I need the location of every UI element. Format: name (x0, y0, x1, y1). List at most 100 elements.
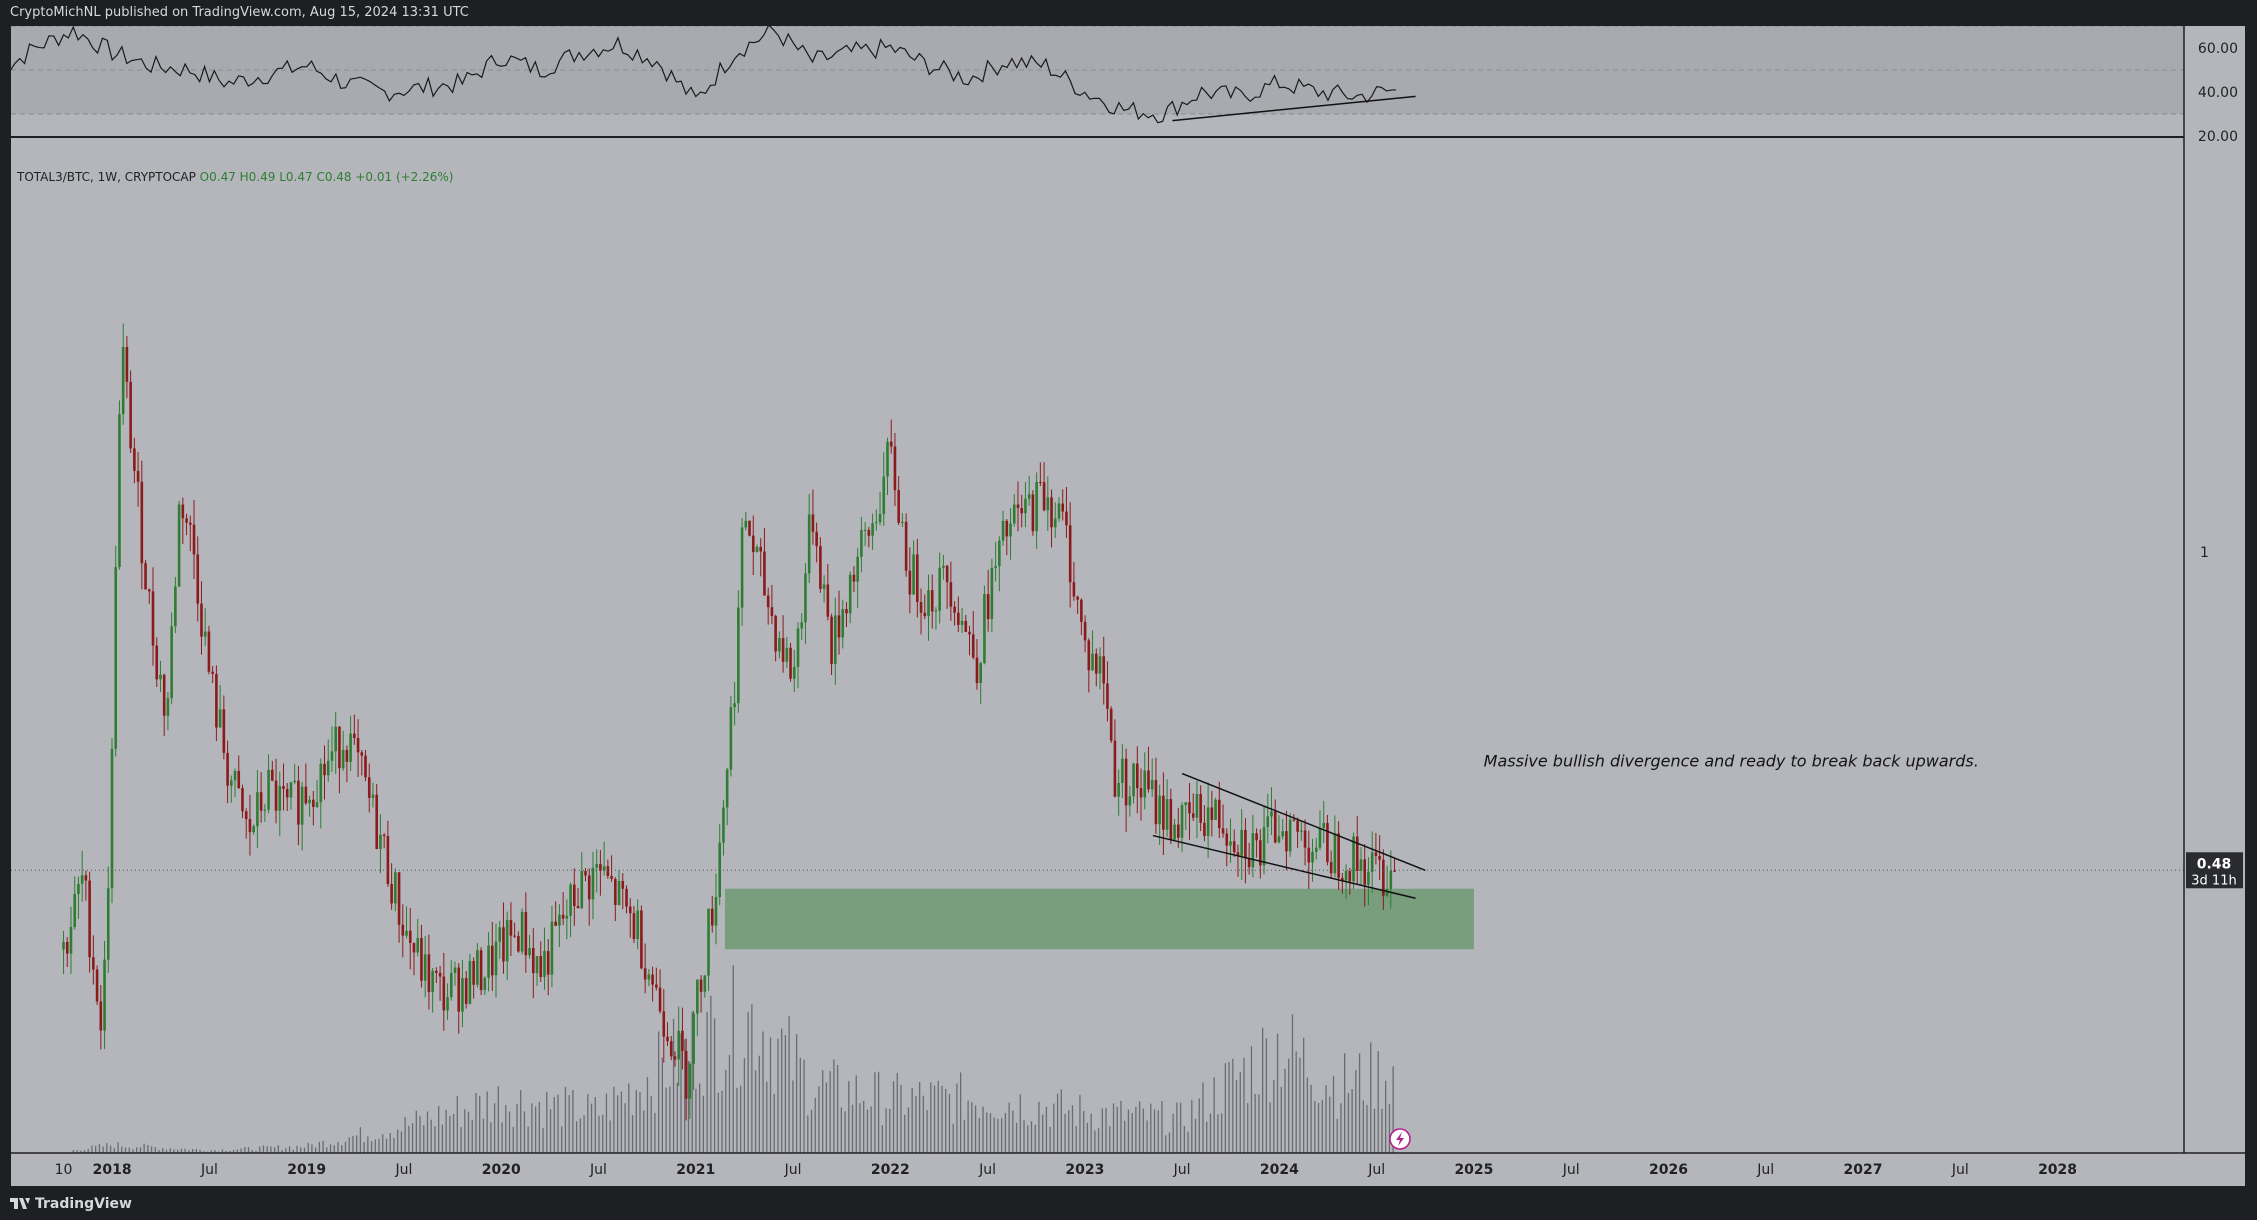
volume-bar-183 (754, 1070, 757, 1153)
wedge-upper-line[interactable] (1181, 772, 1426, 871)
candle-body-356 (1389, 870, 1393, 889)
volume-bar-207 (844, 1111, 846, 1153)
candle-body-41 (215, 673, 218, 728)
candle-body-93 (408, 930, 412, 943)
volume-bar-188 (773, 1093, 775, 1153)
candle-body-306 (1203, 822, 1206, 837)
annotation-text[interactable]: Massive bullish divergence and ready to … (1484, 751, 1979, 770)
volume-bar-285 (1135, 1106, 1137, 1153)
volume-bar-260 (1042, 1114, 1044, 1153)
volume-bar-351 (1381, 1108, 1383, 1153)
volume-bar-202 (825, 1082, 828, 1153)
candle-body-294 (1158, 795, 1161, 825)
candle-body-273 (1080, 599, 1083, 622)
candle-body-137 (573, 884, 576, 907)
candle-body-321 (1259, 840, 1262, 866)
support-zone[interactable] (724, 888, 1474, 950)
volume-bar-170 (706, 1011, 708, 1153)
candle-body-334 (1307, 847, 1311, 863)
volume-bar-268 (1071, 1105, 1074, 1153)
candle-body-185 (751, 535, 755, 553)
volume-bar-142 (602, 1114, 604, 1153)
volume-bar-191 (784, 1034, 787, 1153)
candle-body-191 (774, 616, 777, 652)
chart-canvas[interactable]: Massive bullish divergence and ready to … (11, 26, 2245, 1186)
volume-bar-242 (974, 1105, 977, 1153)
volume-bar-332 (1310, 1084, 1312, 1153)
volume-bar-244 (982, 1106, 984, 1153)
candle-body-99 (431, 970, 434, 993)
volume-bar-96 (430, 1119, 432, 1153)
wedge-lower-line[interactable] (1152, 834, 1416, 899)
volume-bar-214 (870, 1106, 872, 1153)
time-tick-label-15: 2025 (1454, 1162, 1493, 1178)
candle-body-16 (121, 346, 125, 415)
volume-bar-217 (881, 1125, 884, 1153)
last-price-label: 0.48 (2197, 856, 2232, 872)
candle-body-183 (744, 520, 748, 528)
candle-body-195 (789, 647, 792, 679)
candle-body-79 (356, 738, 360, 753)
volume-bar-228 (922, 1095, 925, 1153)
volume-bar-29 (180, 1148, 183, 1153)
volume-bar-326 (1288, 1058, 1290, 1153)
price-panel: Massive bullish divergence and ready to … (11, 138, 2184, 1153)
candle-body-88 (390, 883, 393, 904)
volume-bar-103 (456, 1095, 458, 1153)
candle-body-144 (599, 864, 602, 871)
volume-bar-43 (232, 1150, 235, 1153)
volume-bar-16 (132, 1149, 134, 1153)
publisher-header: CryptoMichNL published on TradingView.co… (0, 0, 2257, 26)
volume-bar-337 (1329, 1096, 1331, 1153)
candle-body-2 (69, 927, 73, 954)
candle-body-344 (1344, 871, 1348, 881)
volume-bar-135 (575, 1121, 578, 1153)
last-price-badge[interactable] (2186, 852, 2243, 889)
publisher-text: CryptoMichNL published on TradingView.co… (10, 5, 469, 20)
volume-bar-159 (665, 1087, 667, 1153)
volume-bar-88 (400, 1131, 403, 1153)
tradingview-logo[interactable]: TradingView (10, 1196, 132, 1212)
candle-body-212 (852, 574, 856, 582)
candle-body-354 (1382, 859, 1385, 896)
volume-bar-147 (620, 1091, 623, 1153)
candle-body-304 (1195, 793, 1199, 818)
volume-bar-318 (1258, 1094, 1260, 1153)
volume-bar-288 (1146, 1120, 1148, 1153)
volume-bar-319 (1261, 1027, 1264, 1153)
volume-bar-166 (691, 1011, 693, 1153)
volume-bar-175 (725, 1069, 727, 1153)
candle-body-314 (1232, 841, 1236, 853)
candle-body-104 (449, 972, 453, 998)
candle-body-62 (293, 780, 296, 783)
volume-bar-193 (792, 1080, 794, 1153)
time-tick-label-13: 2024 (1260, 1162, 1299, 1178)
candle-body-32 (181, 504, 185, 519)
candle-body-198 (800, 622, 804, 629)
candle-body-71 (326, 760, 330, 776)
candle-body-20 (136, 470, 140, 482)
candle-body-302 (1188, 802, 1191, 814)
candle-body-147 (610, 876, 613, 879)
volume-bar-223 (904, 1114, 906, 1153)
volume-bar-213 (866, 1109, 869, 1153)
candle-body-180 (733, 703, 736, 708)
time-tick-label-14: Jul (1367, 1162, 1385, 1178)
volume-bar-104 (460, 1126, 462, 1153)
candle-body-338 (1322, 822, 1326, 829)
volume-bar-40 (221, 1149, 224, 1153)
candle-body-6 (84, 875, 88, 881)
volume-bar-63 (307, 1142, 309, 1153)
candle-body-0 (62, 941, 65, 950)
candle-body-121 (513, 935, 516, 937)
volume-bar-283 (1127, 1109, 1130, 1153)
candle-body-135 (565, 915, 569, 919)
volume-bar-17 (136, 1147, 138, 1153)
candle-body-325 (1273, 811, 1277, 843)
chart-frame[interactable]: Massive bullish divergence and ready to … (11, 26, 2245, 1186)
volume-bar-35 (203, 1151, 205, 1153)
volume-bar-321 (1269, 1102, 1271, 1153)
candle-body-221 (886, 441, 889, 477)
volume-bar-75 (352, 1136, 354, 1153)
volume-bar-87 (397, 1129, 399, 1153)
